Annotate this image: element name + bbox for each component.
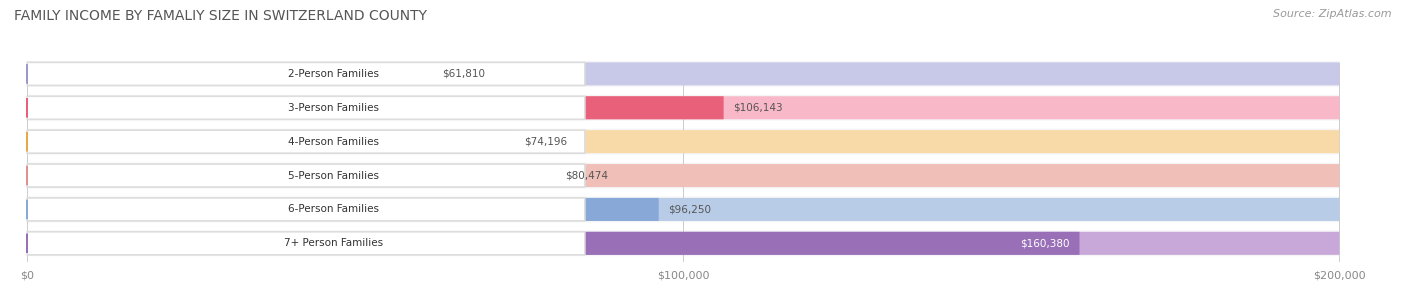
FancyBboxPatch shape bbox=[27, 164, 555, 187]
FancyBboxPatch shape bbox=[27, 196, 1340, 222]
FancyBboxPatch shape bbox=[27, 232, 1080, 255]
FancyBboxPatch shape bbox=[27, 96, 724, 119]
FancyBboxPatch shape bbox=[27, 232, 585, 255]
Text: $61,810: $61,810 bbox=[443, 69, 485, 79]
FancyBboxPatch shape bbox=[27, 231, 1340, 256]
FancyBboxPatch shape bbox=[27, 129, 1340, 155]
FancyBboxPatch shape bbox=[27, 198, 585, 221]
FancyBboxPatch shape bbox=[27, 198, 1340, 221]
Text: $80,474: $80,474 bbox=[565, 170, 607, 181]
FancyBboxPatch shape bbox=[27, 163, 1340, 188]
FancyBboxPatch shape bbox=[27, 130, 585, 153]
Text: $106,143: $106,143 bbox=[734, 103, 783, 113]
Text: $160,380: $160,380 bbox=[1021, 238, 1070, 248]
Text: 5-Person Families: 5-Person Families bbox=[288, 170, 380, 181]
Text: Source: ZipAtlas.com: Source: ZipAtlas.com bbox=[1274, 9, 1392, 19]
Text: FAMILY INCOME BY FAMALIY SIZE IN SWITZERLAND COUNTY: FAMILY INCOME BY FAMALIY SIZE IN SWITZER… bbox=[14, 9, 427, 23]
FancyBboxPatch shape bbox=[27, 198, 658, 221]
Text: $96,250: $96,250 bbox=[669, 204, 711, 214]
FancyBboxPatch shape bbox=[27, 130, 1340, 153]
FancyBboxPatch shape bbox=[27, 62, 585, 85]
FancyBboxPatch shape bbox=[27, 130, 515, 153]
FancyBboxPatch shape bbox=[27, 62, 1340, 85]
Text: 4-Person Families: 4-Person Families bbox=[288, 137, 380, 147]
FancyBboxPatch shape bbox=[27, 62, 433, 85]
FancyBboxPatch shape bbox=[27, 61, 1340, 87]
FancyBboxPatch shape bbox=[27, 164, 585, 187]
Text: 7+ Person Families: 7+ Person Families bbox=[284, 238, 384, 248]
FancyBboxPatch shape bbox=[27, 95, 1340, 121]
Text: 3-Person Families: 3-Person Families bbox=[288, 103, 380, 113]
Text: 6-Person Families: 6-Person Families bbox=[288, 204, 380, 214]
FancyBboxPatch shape bbox=[27, 96, 585, 119]
FancyBboxPatch shape bbox=[27, 232, 1340, 255]
FancyBboxPatch shape bbox=[27, 96, 1340, 119]
Text: 2-Person Families: 2-Person Families bbox=[288, 69, 380, 79]
FancyBboxPatch shape bbox=[27, 164, 1340, 187]
Text: $74,196: $74,196 bbox=[524, 137, 567, 147]
